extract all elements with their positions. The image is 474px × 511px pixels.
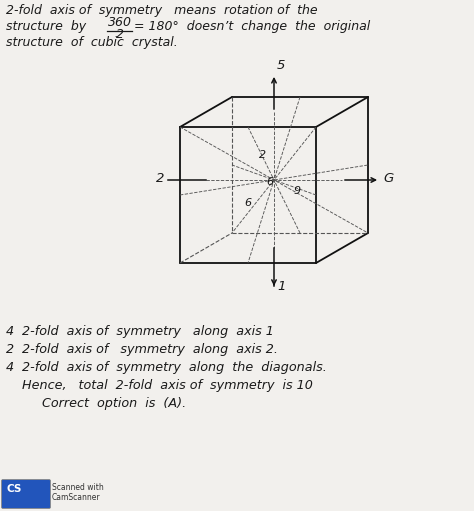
- Text: 6: 6: [244, 198, 251, 208]
- Text: 2-fold  axis of  symmetry   means  rotation of  the: 2-fold axis of symmetry means rotation o…: [6, 4, 318, 17]
- Text: 2: 2: [6, 343, 14, 356]
- Text: = 180°  doesn’t  change  the  original: = 180° doesn’t change the original: [134, 20, 370, 33]
- Text: CamScanner: CamScanner: [52, 493, 100, 502]
- Text: 2-fold  axis of   symmetry  along  axis 2.: 2-fold axis of symmetry along axis 2.: [22, 343, 278, 356]
- Text: structure  by: structure by: [6, 20, 86, 33]
- Text: Correct  option  is  (A).: Correct option is (A).: [22, 397, 186, 410]
- Text: 6: 6: [266, 177, 273, 187]
- Text: G: G: [383, 172, 393, 185]
- Text: 2: 2: [156, 172, 164, 185]
- Text: 2-fold  axis of  symmetry   along  axis 1: 2-fold axis of symmetry along axis 1: [22, 325, 274, 338]
- Text: 4: 4: [6, 325, 14, 338]
- Text: 2: 2: [259, 150, 266, 160]
- FancyBboxPatch shape: [1, 479, 51, 508]
- Text: structure  of  cubic  crystal.: structure of cubic crystal.: [6, 36, 178, 49]
- Text: Scanned with: Scanned with: [52, 483, 104, 492]
- Text: 2-fold  axis of  symmetry  along  the  diagonals.: 2-fold axis of symmetry along the diagon…: [22, 361, 327, 374]
- Text: 4: 4: [6, 361, 14, 374]
- Text: 2: 2: [116, 28, 124, 41]
- Text: 9: 9: [294, 186, 301, 196]
- Text: Hence,   total  2-fold  axis of  symmetry  is 10: Hence, total 2-fold axis of symmetry is …: [22, 379, 313, 392]
- Text: 1: 1: [277, 280, 285, 293]
- Text: CS: CS: [7, 484, 22, 494]
- Text: 5: 5: [277, 59, 285, 72]
- Text: 360: 360: [108, 16, 132, 29]
